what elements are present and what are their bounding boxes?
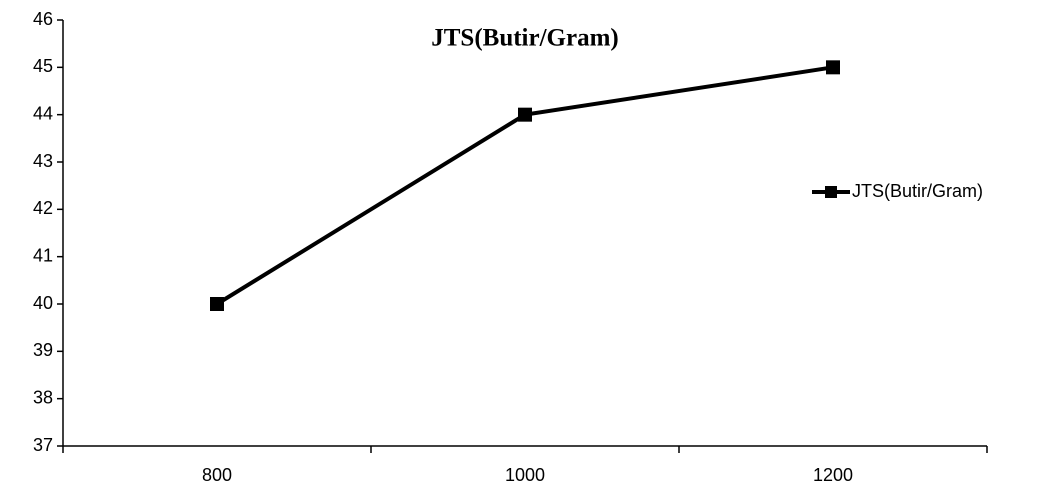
x-tick-label: 1000 [505, 465, 545, 485]
y-tick-label: 43 [33, 151, 53, 171]
point-marker [826, 60, 840, 75]
x-tick-label: 800 [202, 465, 232, 485]
legend-label: JTS(Butir/Gram) [852, 181, 983, 201]
y-tick-label: 41 [33, 245, 53, 265]
y-tick-label: 40 [33, 293, 53, 313]
point-marker [210, 297, 224, 311]
y-tick-label: 44 [33, 103, 53, 123]
y-tick-label: 39 [33, 340, 53, 360]
point-marker [518, 107, 532, 122]
y-tick-label: 45 [33, 56, 53, 76]
chart-title: JTS(Butir/Gram) [431, 25, 619, 52]
y-tick-label: 38 [33, 387, 53, 407]
y-tick-label: 37 [33, 435, 53, 455]
x-tick-label: 1200 [813, 465, 853, 485]
legend-marker [825, 186, 837, 198]
y-tick-label: 46 [33, 9, 53, 29]
y-tick-label: 42 [33, 198, 53, 218]
series-line [215, 65, 834, 306]
